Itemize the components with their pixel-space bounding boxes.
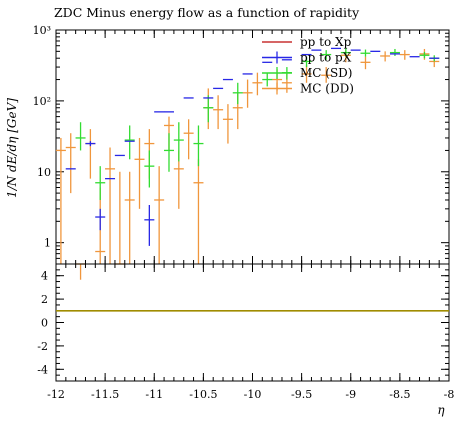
data-point [75, 263, 86, 280]
data-point [321, 67, 332, 83]
data-point [222, 104, 233, 144]
data-point [321, 50, 332, 60]
ratio-y-axis: 4 2 0 -2 -4 [37, 263, 449, 382]
x-tick-label: -10.5 [189, 388, 217, 401]
main-y-axis: 1 10 10² 10³ [33, 24, 449, 265]
data-point [163, 133, 174, 172]
data-point [252, 72, 263, 96]
y-tick-label: 1 [44, 237, 51, 250]
data-point [75, 122, 86, 151]
data-point [213, 95, 224, 130]
data-point [144, 204, 155, 246]
x-tick-label: -11.5 [91, 388, 119, 401]
x-tick-label: -12 [47, 388, 65, 401]
legend-entry: pp to Xp [262, 35, 352, 49]
data-point [65, 133, 76, 194]
data-point [360, 56, 371, 70]
data-point [399, 50, 410, 60]
data-point [360, 49, 371, 57]
data-point [301, 65, 312, 83]
data-point [262, 72, 273, 87]
ratio-plot-frame [55, 263, 450, 382]
ratio-tick-label: -4 [37, 363, 48, 376]
data-point [242, 79, 253, 108]
data-point [124, 125, 135, 160]
x-tick-label: -10 [244, 388, 262, 401]
x-tick-label: -9.5 [291, 388, 312, 401]
data-point [114, 171, 125, 265]
data-point [105, 147, 116, 264]
legend-entry: MC (DD) [262, 82, 354, 96]
data-point [193, 125, 204, 167]
legend-label: MC (DD) [300, 82, 354, 96]
data-point [380, 51, 391, 62]
legend-label: MC (SD) [300, 66, 353, 80]
ratio-tick-label: -2 [37, 340, 48, 353]
chart-title: ZDC Minus energy flow as a function of r… [54, 5, 360, 20]
data-point [173, 122, 184, 162]
data-point [203, 95, 214, 123]
data-point [95, 208, 106, 231]
x-axis-title: η [437, 403, 445, 417]
ratio-tick-label: 2 [41, 293, 48, 306]
data-point [144, 150, 155, 188]
data-point [154, 166, 165, 264]
data-point [85, 129, 96, 179]
x-tick-label: -8 [444, 388, 455, 401]
data-point [124, 171, 135, 264]
data-point [193, 159, 204, 264]
data-point [301, 56, 312, 68]
legend-entry: MC (SD) [262, 66, 353, 80]
y-tick-label: 10 [37, 166, 51, 179]
series-mc-sd- [75, 48, 440, 200]
y-tick-label: 10³ [33, 24, 51, 37]
legend-label: pp to pX [300, 51, 352, 65]
data-point [85, 141, 96, 147]
x-tick-label: -9 [345, 388, 356, 401]
data-point [183, 119, 194, 160]
series-mc-dd- [55, 48, 440, 280]
y-axis-title: 1/N dE/dη [GeV] [5, 98, 19, 198]
x-tick-label: -11 [145, 388, 163, 401]
ratio-tick-label: 0 [41, 317, 48, 330]
main-plot-frame [55, 29, 450, 265]
ratio-tick-label: 4 [41, 270, 48, 283]
y-tick-label: 10² [33, 95, 51, 108]
data-point [232, 82, 243, 105]
data-point [55, 137, 66, 264]
data-point [419, 51, 430, 59]
series-pp-to-px [65, 47, 440, 246]
data-point [134, 137, 145, 209]
x-tick-label: -8.5 [389, 388, 410, 401]
legend-entry: pp to pX [262, 51, 352, 65]
main-plot-data [55, 47, 440, 280]
data-point [95, 166, 106, 200]
data-point [389, 48, 400, 56]
x-axis: -12 -11.5 -11 -10.5 -10 -9.5 -9 -8.5 -8 [47, 30, 454, 401]
data-point [340, 48, 351, 57]
legend-label: pp to Xp [300, 35, 352, 49]
